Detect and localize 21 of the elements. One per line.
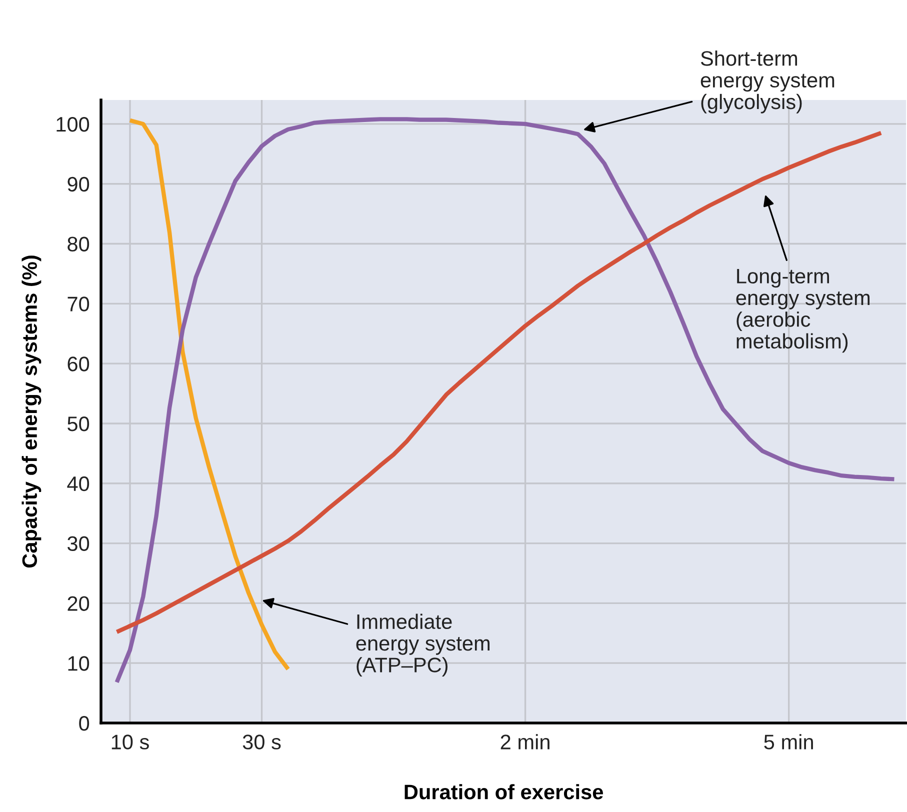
y-tick-label: 10 <box>68 656 90 671</box>
y-tick-label: 80 <box>68 236 90 252</box>
y-axis-title: Capacity of energy systems (%) <box>22 256 42 568</box>
line-series <box>128 118 290 672</box>
x-axis-title: Duration of exercise <box>404 784 603 800</box>
y-tick-label: 0 <box>79 716 90 731</box>
y-tick-label: 90 <box>68 176 90 192</box>
x-tick-label: 5 min <box>764 734 813 750</box>
annotation: Short-term energy system (glycolysis) <box>700 50 834 114</box>
annotation: Immediate energy system (ATP–PC) <box>356 614 490 677</box>
y-tick-label: 40 <box>67 476 90 492</box>
x-tick-label: 2 min <box>500 734 550 750</box>
x-tick-label: 10 s <box>112 734 149 750</box>
y-tick-label: 70 <box>68 296 90 312</box>
y-tick-label: 20 <box>68 596 90 611</box>
x-tick-label: 30 s <box>242 734 281 750</box>
y-tick-label: 100 <box>56 116 90 132</box>
y-tick-label: 50 <box>68 416 90 432</box>
y-tick-label: 30 <box>68 536 90 552</box>
y-tick-label: 60 <box>68 356 90 372</box>
annotation: Long-term energy system (aerobic metabolism) <box>736 268 870 353</box>
